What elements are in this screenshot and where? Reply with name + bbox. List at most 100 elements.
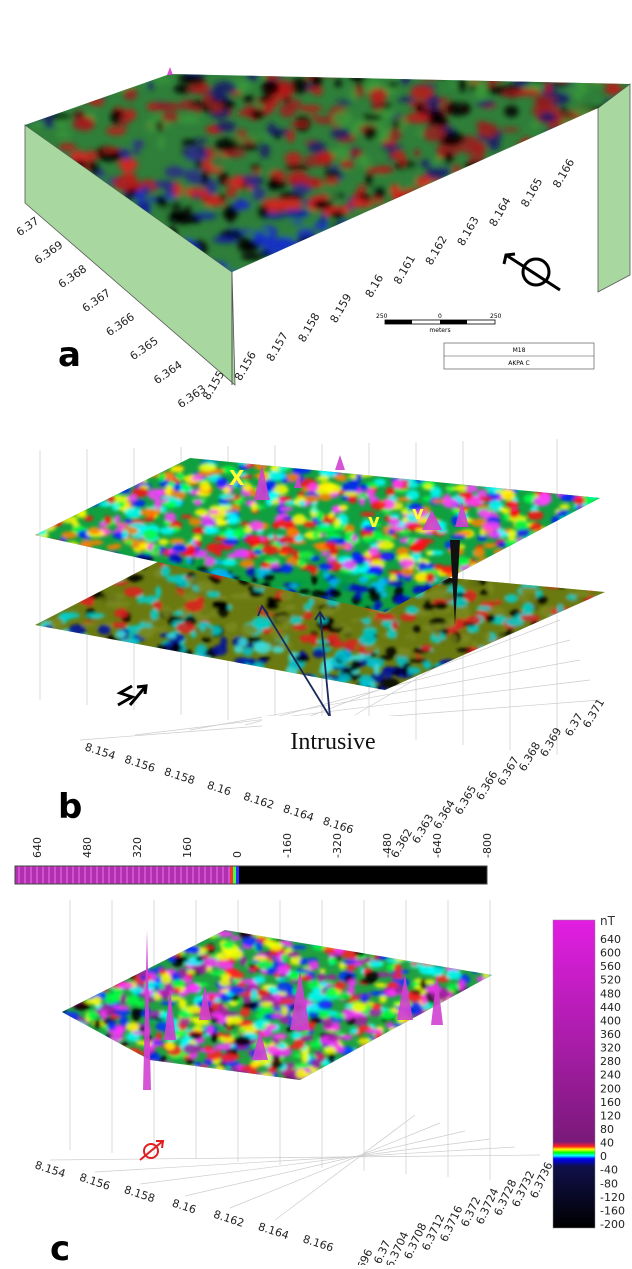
anomaly-blob [244,241,259,252]
anomaly-blob [120,566,138,572]
anomaly-blob [196,1073,207,1080]
anomaly-blob [461,1067,474,1075]
anomaly-blob [578,665,596,671]
anomaly-blob [339,573,350,582]
anomaly-blob [87,498,101,506]
anomaly-blob [509,177,526,190]
anomaly-blob [573,670,584,676]
anomaly-blob [62,551,79,561]
anomaly-blob [564,469,574,478]
anomaly-blob [90,471,97,481]
anomaly-blob [422,471,429,476]
anomaly-blob [334,519,341,527]
anomaly-blob [40,684,56,695]
colorbar [553,920,595,1228]
anomaly-blob [422,184,438,194]
anomaly-blob [583,248,591,261]
anomaly-blob [571,532,583,540]
anomaly-blob [226,585,241,592]
anomaly-blob [229,679,248,686]
anomaly-blob [519,656,530,664]
anomaly-blob [268,471,286,480]
anomaly-blob [454,1047,467,1052]
anomaly-blob [299,551,314,559]
anomaly-blob [564,537,580,547]
anomaly-blob [479,1023,492,1031]
anomaly-blob [91,463,107,474]
tick-label: 0 [600,1150,607,1163]
anomaly-blob [112,930,129,936]
anomaly-blob [54,640,72,648]
anomaly-blob [31,507,47,517]
anomaly-blob [577,135,587,150]
anomaly-blob [379,995,387,1003]
anomaly-blob [486,1051,499,1057]
anomaly-blob [81,1052,89,1061]
anomaly-blob [229,986,245,995]
anomaly-blob [388,570,403,574]
anomaly-blob [74,1002,91,1010]
anomaly-blob [344,264,359,275]
anomaly-blob [537,233,552,241]
anomaly-blob [521,233,533,244]
anomaly-blob [271,1060,282,1069]
panel-c: nT c [50,900,616,1265]
anomaly-blob [216,961,233,969]
anomaly-blob [280,199,302,211]
anomaly-blob [598,462,612,469]
tick-label: 6.367 [80,286,113,315]
anomaly-blob [127,995,139,1005]
anomaly-blob [445,470,456,481]
anomaly-blob [66,984,80,989]
anomaly-blob [303,521,316,528]
anomaly-blob [484,1071,490,1082]
anomaly-blob [93,1079,106,1085]
anomaly-blob [534,95,550,111]
anomaly-blob [41,681,58,687]
anomaly-blob [599,77,606,84]
anomaly-blob [80,465,97,470]
anomaly-blob [74,1021,89,1028]
anomaly-blob [361,993,368,1003]
anomaly-blob [443,151,453,165]
anomaly-blob [567,554,585,562]
anomaly-blob [242,1073,248,1080]
anomaly-blob [32,236,43,248]
anomaly-blob [188,85,209,94]
anomaly-blob [272,1033,287,1039]
anomaly-blob [17,124,26,134]
anomaly-blob [219,666,228,674]
anomaly-blob [156,682,162,687]
anomaly-blob [302,929,315,939]
anomaly-blob [99,1076,105,1083]
anomaly-blob [519,568,534,573]
anomaly-blob [418,1072,432,1080]
anomaly-blob [433,221,455,226]
anomaly-blob [358,943,371,948]
anomaly-blob [371,500,386,510]
anomaly-blob [378,1069,390,1073]
anomaly-blob [224,1081,238,1088]
anomaly-blob [524,140,537,144]
anomaly-blob [409,1051,426,1058]
anomaly-blob [382,1068,389,1077]
anomaly-blob [556,669,571,680]
anomaly-blob [117,464,133,468]
anomaly-blob [171,932,188,936]
anomaly-blob [455,953,468,963]
anomaly-blob [393,247,403,259]
anomaly-blob [52,467,63,473]
anomaly-blob [450,535,466,539]
anomaly-blob [376,938,394,945]
anomaly-blob [134,476,144,483]
anomaly-blob [87,153,99,157]
anomaly-blob [41,464,53,474]
anomaly-blob [551,560,563,572]
anomaly-blob [60,673,78,678]
anomaly-blob [92,962,107,970]
anomaly-blob [54,596,71,605]
anomaly-blob [95,960,109,965]
anomaly-blob [415,193,437,198]
anomaly-blob [434,1072,440,1083]
anomaly-blob [473,1035,487,1044]
